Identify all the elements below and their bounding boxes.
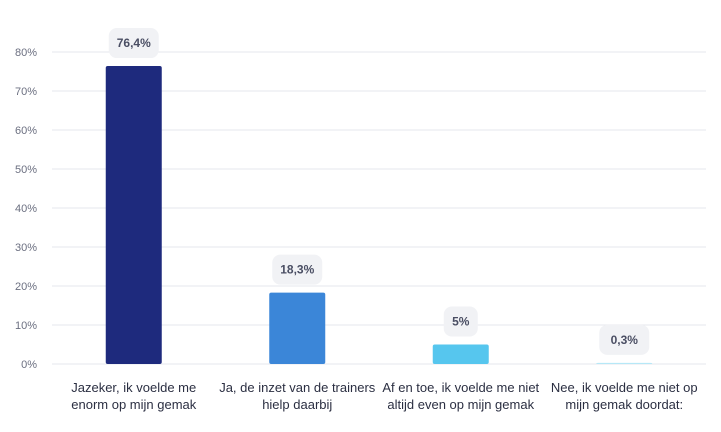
y-tick-label: 50% xyxy=(15,164,37,176)
svg-text:0,3%: 0,3% xyxy=(611,333,639,347)
y-tick-label: 30% xyxy=(15,242,37,254)
y-tick-label: 10% xyxy=(15,320,37,332)
bar xyxy=(432,344,489,364)
data-label: 18,3% xyxy=(272,254,323,285)
x-category-label: Af en toe, ik voelde me niet altijd even … xyxy=(382,380,539,412)
y-tick-label: 0% xyxy=(21,359,37,371)
x-axis-category-labels: Jazeker, ik voelde me enorm op mijn gemak… xyxy=(71,380,697,412)
bar xyxy=(105,66,162,364)
svg-text:18,3%: 18,3% xyxy=(280,263,314,277)
data-labels: 76,4% 18,3% 5% 0,3% xyxy=(108,28,650,355)
x-category-label: Ja, de inzet van de trainers hielp daarbi… xyxy=(219,380,376,412)
y-tick-label: 20% xyxy=(15,281,37,293)
data-label: 0,3% xyxy=(599,324,650,355)
bars xyxy=(105,66,653,364)
y-axis-tick-labels: 0% 10% 20% 30% 40% 50% 60% 70% 80% xyxy=(15,47,37,371)
data-label: 76,4% xyxy=(108,28,159,59)
svg-text:76,4%: 76,4% xyxy=(117,36,151,50)
svg-text:5%: 5% xyxy=(452,315,470,329)
bar xyxy=(596,362,653,364)
y-tick-label: 70% xyxy=(15,86,37,98)
y-tick-label: 60% xyxy=(15,125,37,137)
x-category-label: Jazeker, ik voelde me enorm op mijn gemak xyxy=(71,380,197,412)
data-label: 5% xyxy=(443,306,478,337)
bar xyxy=(269,292,326,364)
y-tick-label: 40% xyxy=(15,203,37,215)
x-category-label: Nee, ik voelde me niet op mijn gemak door… xyxy=(551,380,698,412)
y-tick-label: 80% xyxy=(15,47,37,59)
